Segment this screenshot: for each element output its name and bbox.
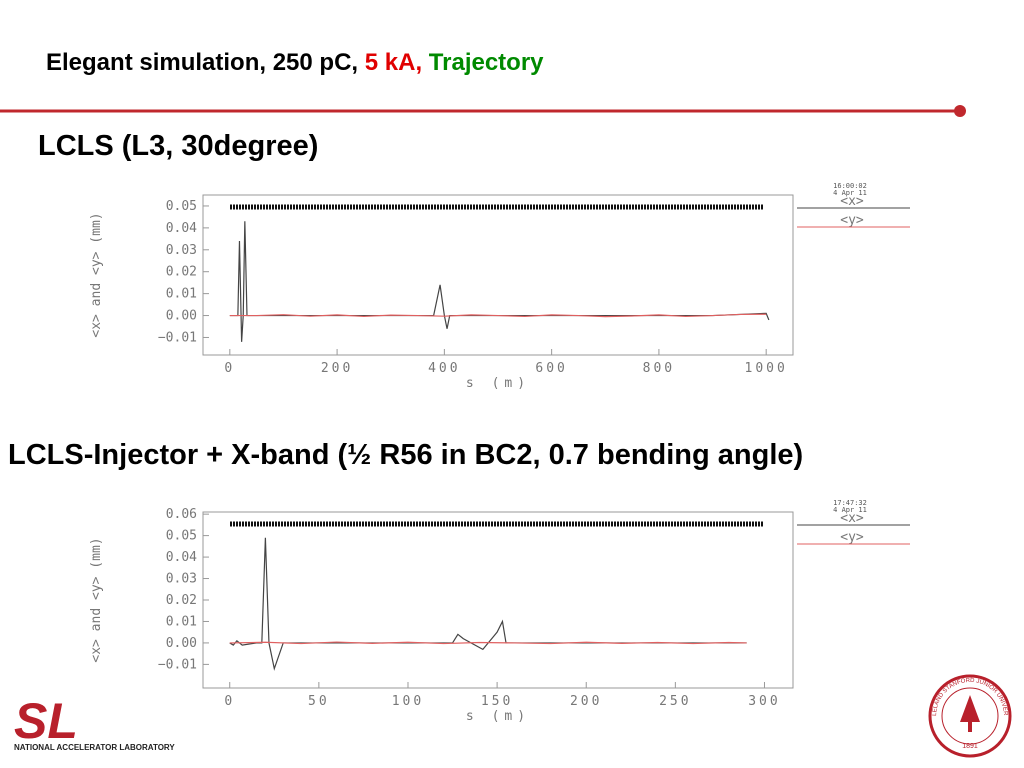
title-part: Trajectory bbox=[429, 49, 544, 76]
y-tick-label: 0.05 bbox=[166, 199, 197, 214]
x-axis-label: s (m) bbox=[466, 709, 530, 724]
timestamp: 17:47:32 bbox=[833, 499, 867, 507]
plot-frame bbox=[202, 511, 794, 689]
section-heading: LCLS (L3, 30degree) bbox=[38, 130, 318, 162]
timestamp: 16:00:02 bbox=[833, 182, 867, 190]
x-tick-label: 100 bbox=[392, 694, 424, 709]
trajectory-line bbox=[229, 313, 767, 318]
x-tick-label: 600 bbox=[535, 361, 567, 376]
y-tick-label: 0.06 bbox=[166, 507, 197, 522]
x-tick-label: 0 bbox=[224, 694, 235, 709]
trajectory-line bbox=[229, 641, 747, 645]
y-tick-label: 0.01 bbox=[166, 614, 197, 629]
y-tick-label: 0.04 bbox=[166, 550, 197, 565]
x-tick-label: 200 bbox=[570, 694, 602, 709]
x-tick-label: 300 bbox=[748, 694, 780, 709]
x-tick-label: 50 bbox=[308, 694, 330, 709]
trajectory-line bbox=[229, 537, 747, 671]
legend-label: <y> bbox=[840, 213, 864, 228]
y-tick-label: 0.01 bbox=[166, 287, 197, 302]
slide-title: Elegant simulation, 250 pC, 5 kA, Trajec… bbox=[46, 49, 544, 76]
trajectory-line bbox=[229, 221, 770, 342]
x-tick-label: 150 bbox=[481, 694, 513, 709]
slac-logo: SL bbox=[14, 693, 78, 749]
y-tick-label: 0.00 bbox=[166, 636, 197, 651]
seal-text-path: LELAND STANFORD JUNIOR UNIVERSITY bbox=[0, 0, 1008, 716]
y-axis-label: <x> and <y> (mm) bbox=[89, 537, 104, 662]
seal-year: 1891 bbox=[962, 743, 978, 750]
y-tick-label: 0.03 bbox=[166, 243, 197, 258]
seal-inner bbox=[941, 687, 999, 745]
y-tick-label: 0.02 bbox=[166, 265, 197, 280]
legend-label: <y> bbox=[840, 530, 864, 545]
plot-frame bbox=[202, 194, 794, 356]
seal-text: LELAND STANFORD JUNIOR UNIVERSITY bbox=[0, 0, 1008, 716]
rule-dot bbox=[954, 105, 966, 117]
y-axis-label: <x> and <y> (mm) bbox=[89, 212, 104, 337]
seal-tree bbox=[960, 695, 980, 732]
timestamp: 4 Apr 11 bbox=[833, 189, 867, 197]
y-tick-label: 0.02 bbox=[166, 593, 197, 608]
x-tick-label: 200 bbox=[321, 361, 353, 376]
y-tick-label: 0.00 bbox=[166, 309, 197, 324]
title-part: 5 kA, bbox=[365, 49, 422, 76]
x-tick-label: 800 bbox=[643, 361, 675, 376]
x-tick-label: 400 bbox=[428, 361, 460, 376]
y-tick-label: −0.01 bbox=[158, 330, 197, 345]
section-heading: LCLS-Injector + X-band (½ R56 in BC2, 0.… bbox=[8, 439, 803, 471]
legend-label: <x> bbox=[840, 511, 864, 526]
y-tick-label: −0.01 bbox=[158, 657, 197, 672]
y-tick-label: 0.04 bbox=[166, 221, 197, 236]
title-part: Elegant simulation, 250 pC, bbox=[46, 49, 358, 76]
seal-ring bbox=[928, 674, 1012, 758]
x-tick-label: 0 bbox=[224, 361, 235, 376]
y-tick-label: 0.03 bbox=[166, 572, 197, 587]
y-tick-label: 0.05 bbox=[166, 529, 197, 544]
slac-text: NATIONAL ACCELERATOR LABORATORY bbox=[14, 743, 175, 752]
x-tick-label: 250 bbox=[659, 694, 691, 709]
timestamp: 4 Apr 11 bbox=[833, 506, 867, 514]
legend-label: <x> bbox=[840, 194, 864, 209]
x-tick-label: 1000 bbox=[745, 361, 788, 376]
x-axis-label: s (m) bbox=[466, 376, 530, 391]
